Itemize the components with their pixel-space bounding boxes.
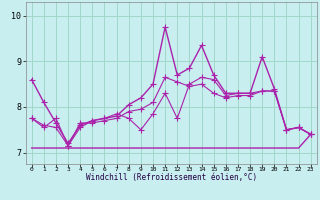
X-axis label: Windchill (Refroidissement éolien,°C): Windchill (Refroidissement éolien,°C) — [86, 173, 257, 182]
